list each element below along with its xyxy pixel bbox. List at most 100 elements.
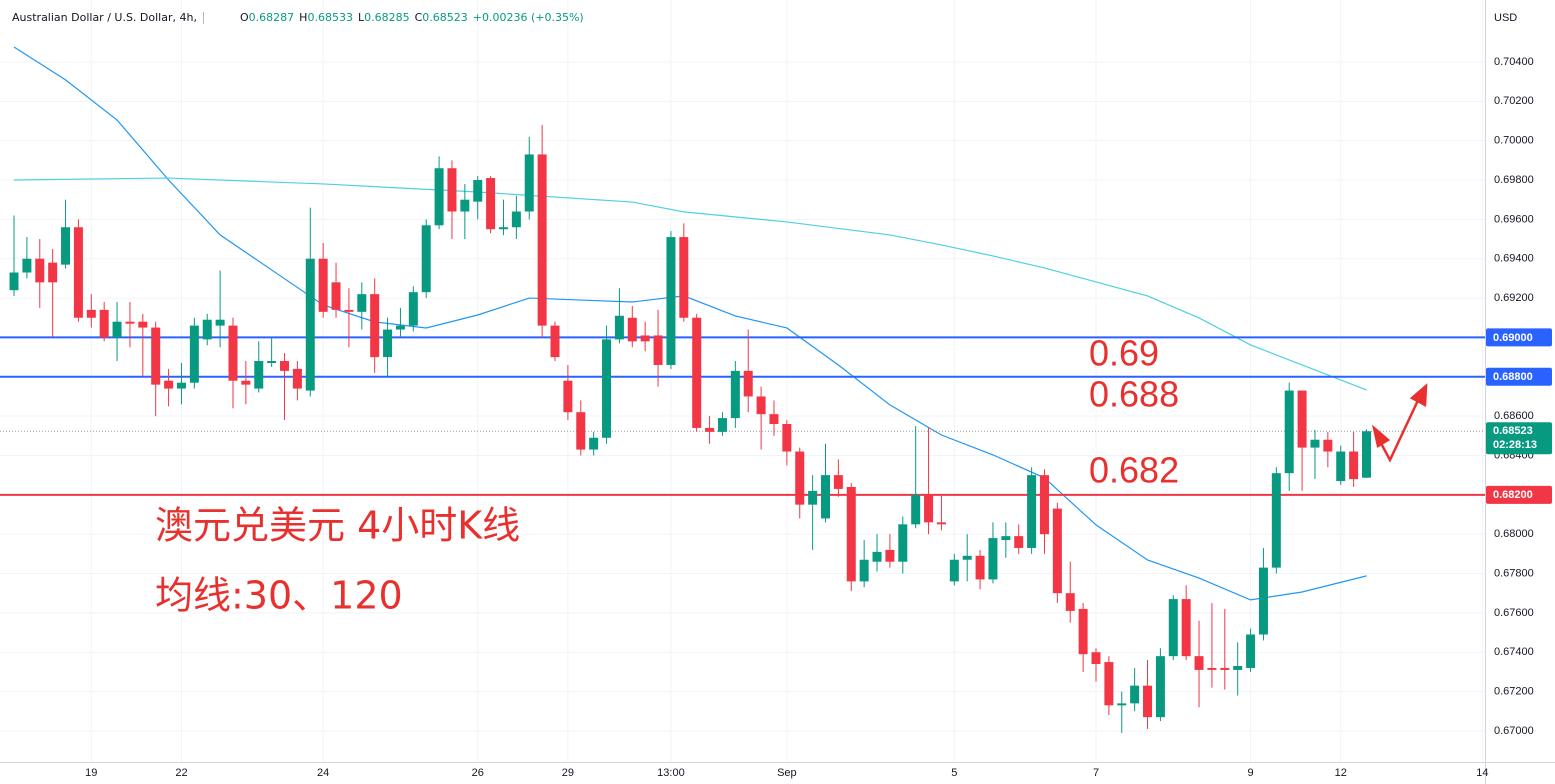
candle-body [1065,593,1075,611]
candle-body [434,168,444,226]
candle-body [1130,685,1140,704]
candle-body [911,494,921,525]
ohlc-label: L [358,11,365,24]
arrow-head [1371,424,1391,448]
ohlc-value: 0.68287 [249,11,295,24]
x-tick-label: 9 [1248,767,1254,779]
candle-body [550,325,560,358]
candle-body [730,370,740,419]
candle-body [640,335,650,342]
candle-body [22,258,32,273]
candle-body [202,319,212,340]
y-tick-label: 0.68600 [1494,410,1534,422]
candle-body [151,327,161,385]
candle-body [782,423,792,452]
caption: 均线:30、120 [155,574,403,618]
candle-body [280,361,290,371]
currency: USD [1494,12,1517,24]
candle-body [1091,652,1101,665]
candle-body [924,494,934,523]
candle-body [679,237,689,318]
change: +0.00236 (+0.35%) [473,11,584,24]
x-tick-label: 7 [1093,767,1099,779]
candle-body [808,490,818,505]
y-tick-label: 0.69800 [1494,174,1534,186]
candle-body [1349,451,1359,480]
candle-body [408,292,418,326]
annotation: 0.682 [1089,450,1179,491]
candle-body [576,412,586,450]
ohlc-value: 0.68533 [307,11,353,24]
candle-body [1258,567,1268,635]
candle-body [383,329,393,358]
separator [203,12,204,24]
candle-body [769,414,779,424]
candle-body [1284,390,1294,474]
y-tick-label: 0.69200 [1494,292,1534,304]
candle-body [1220,667,1230,670]
caption: 澳元兑美元 4小时K线 [155,504,520,548]
candle-body [86,309,96,318]
x-tick-label: 29 [562,767,574,779]
level-price-box [1486,367,1552,386]
y-tick-label: 0.69600 [1494,213,1534,225]
grid [0,0,1485,762]
candle-body [627,317,637,342]
y-tick-label: 0.67200 [1494,685,1534,697]
candle-body [1078,608,1088,655]
candle-body [795,451,805,505]
x-tick-label: 26 [472,767,484,779]
candle-body [473,180,483,202]
candle-body [357,294,367,312]
candle-body [602,339,612,438]
x-tick-label: 5 [951,767,957,779]
x-tick-label: 19 [85,767,97,779]
candle-body [73,227,83,318]
candle-body [305,258,315,391]
candle-body [486,178,496,230]
candle-body [962,555,972,560]
arrow-head [1409,383,1428,408]
candle-body [331,282,341,310]
candle-body [112,321,122,338]
level-price-box [1486,485,1552,504]
ohlc-value: 0.68285 [364,11,410,24]
candle-body [1104,662,1114,706]
level-price-label: 0.68200 [1493,489,1533,501]
candle-body [1361,431,1371,478]
y-tick-label: 0.70200 [1494,95,1534,107]
candle-body [254,361,264,389]
candle-body [1143,685,1153,718]
candle-body [447,168,457,212]
y-tick-label: 0.67000 [1494,725,1534,737]
candle-body [975,555,985,580]
candle-body [524,154,534,212]
candle-body [1233,665,1243,670]
candle-body [1271,473,1281,568]
y-tick-label: 0.67400 [1494,646,1534,658]
candle-body [1194,656,1204,670]
ohlc-legend: O0.68287 H0.68533 L0.68285 C0.68523 +0.00236… [240,11,584,24]
candle-body [936,522,946,525]
ohlc-label: C [415,11,423,24]
candle-body [1246,634,1256,668]
candle-body [1168,599,1178,657]
x-tick-label: 13:00 [657,767,685,779]
y-tick-label: 0.69400 [1494,253,1534,265]
candle-body [267,361,277,363]
y-tick-label: 0.67800 [1494,567,1534,579]
candle-body [395,325,405,330]
candle-body [563,380,573,413]
candle-body [125,321,135,324]
candle-body [1323,439,1333,452]
candle-body [717,418,727,432]
candle-body [189,325,199,383]
x-tick-label: 12 [1335,767,1347,779]
candle-body [292,368,302,389]
candle-body [215,319,225,326]
candle-body [1207,667,1217,670]
candle-body [1181,599,1191,657]
x-tick-label: 14 [1476,767,1488,779]
candle-body [653,335,663,365]
y-tick-label: 0.70400 [1494,56,1534,68]
